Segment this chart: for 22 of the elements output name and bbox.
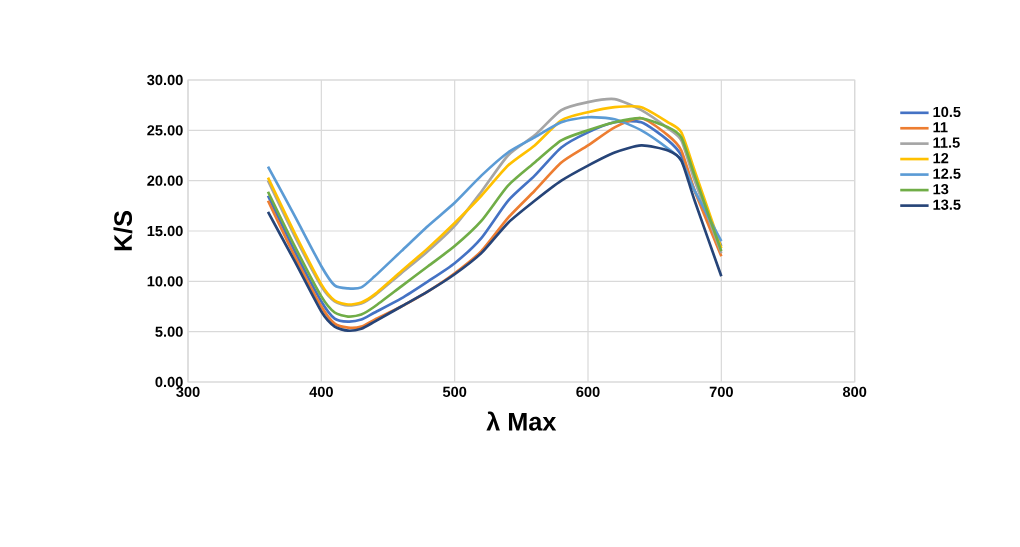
y-tick-label: 20.00 <box>147 175 183 186</box>
y-tick-label: 0.00 <box>155 376 183 388</box>
y-tick-label: 10.00 <box>147 276 183 287</box>
x-tick-label: 700 <box>709 386 733 398</box>
legend-label: 13.5 <box>933 199 961 210</box>
legend-label: 11.5 <box>933 137 960 148</box>
x-tick-label: 800 <box>842 386 867 398</box>
y-tick-label: 5.00 <box>155 326 183 337</box>
x-tick-label: 300 <box>176 386 200 398</box>
y-tick-label: 15.00 <box>147 225 183 237</box>
y-tick-label: 30.00 <box>147 74 183 86</box>
y-axis-title: K/S <box>113 210 133 251</box>
legend-label: 12 <box>933 152 949 164</box>
x-tick-label: 500 <box>442 386 467 398</box>
legend-label: 12.5 <box>933 168 961 179</box>
x-tick-label: 600 <box>576 386 600 398</box>
legend-label: 10.5 <box>933 106 961 118</box>
y-tick-label: 25.00 <box>147 125 183 136</box>
x-tick-label: 400 <box>309 386 333 398</box>
legend-label: 13 <box>933 184 949 195</box>
x-axis-title: λ Max <box>486 411 557 431</box>
legend-label: 11 <box>933 122 948 133</box>
